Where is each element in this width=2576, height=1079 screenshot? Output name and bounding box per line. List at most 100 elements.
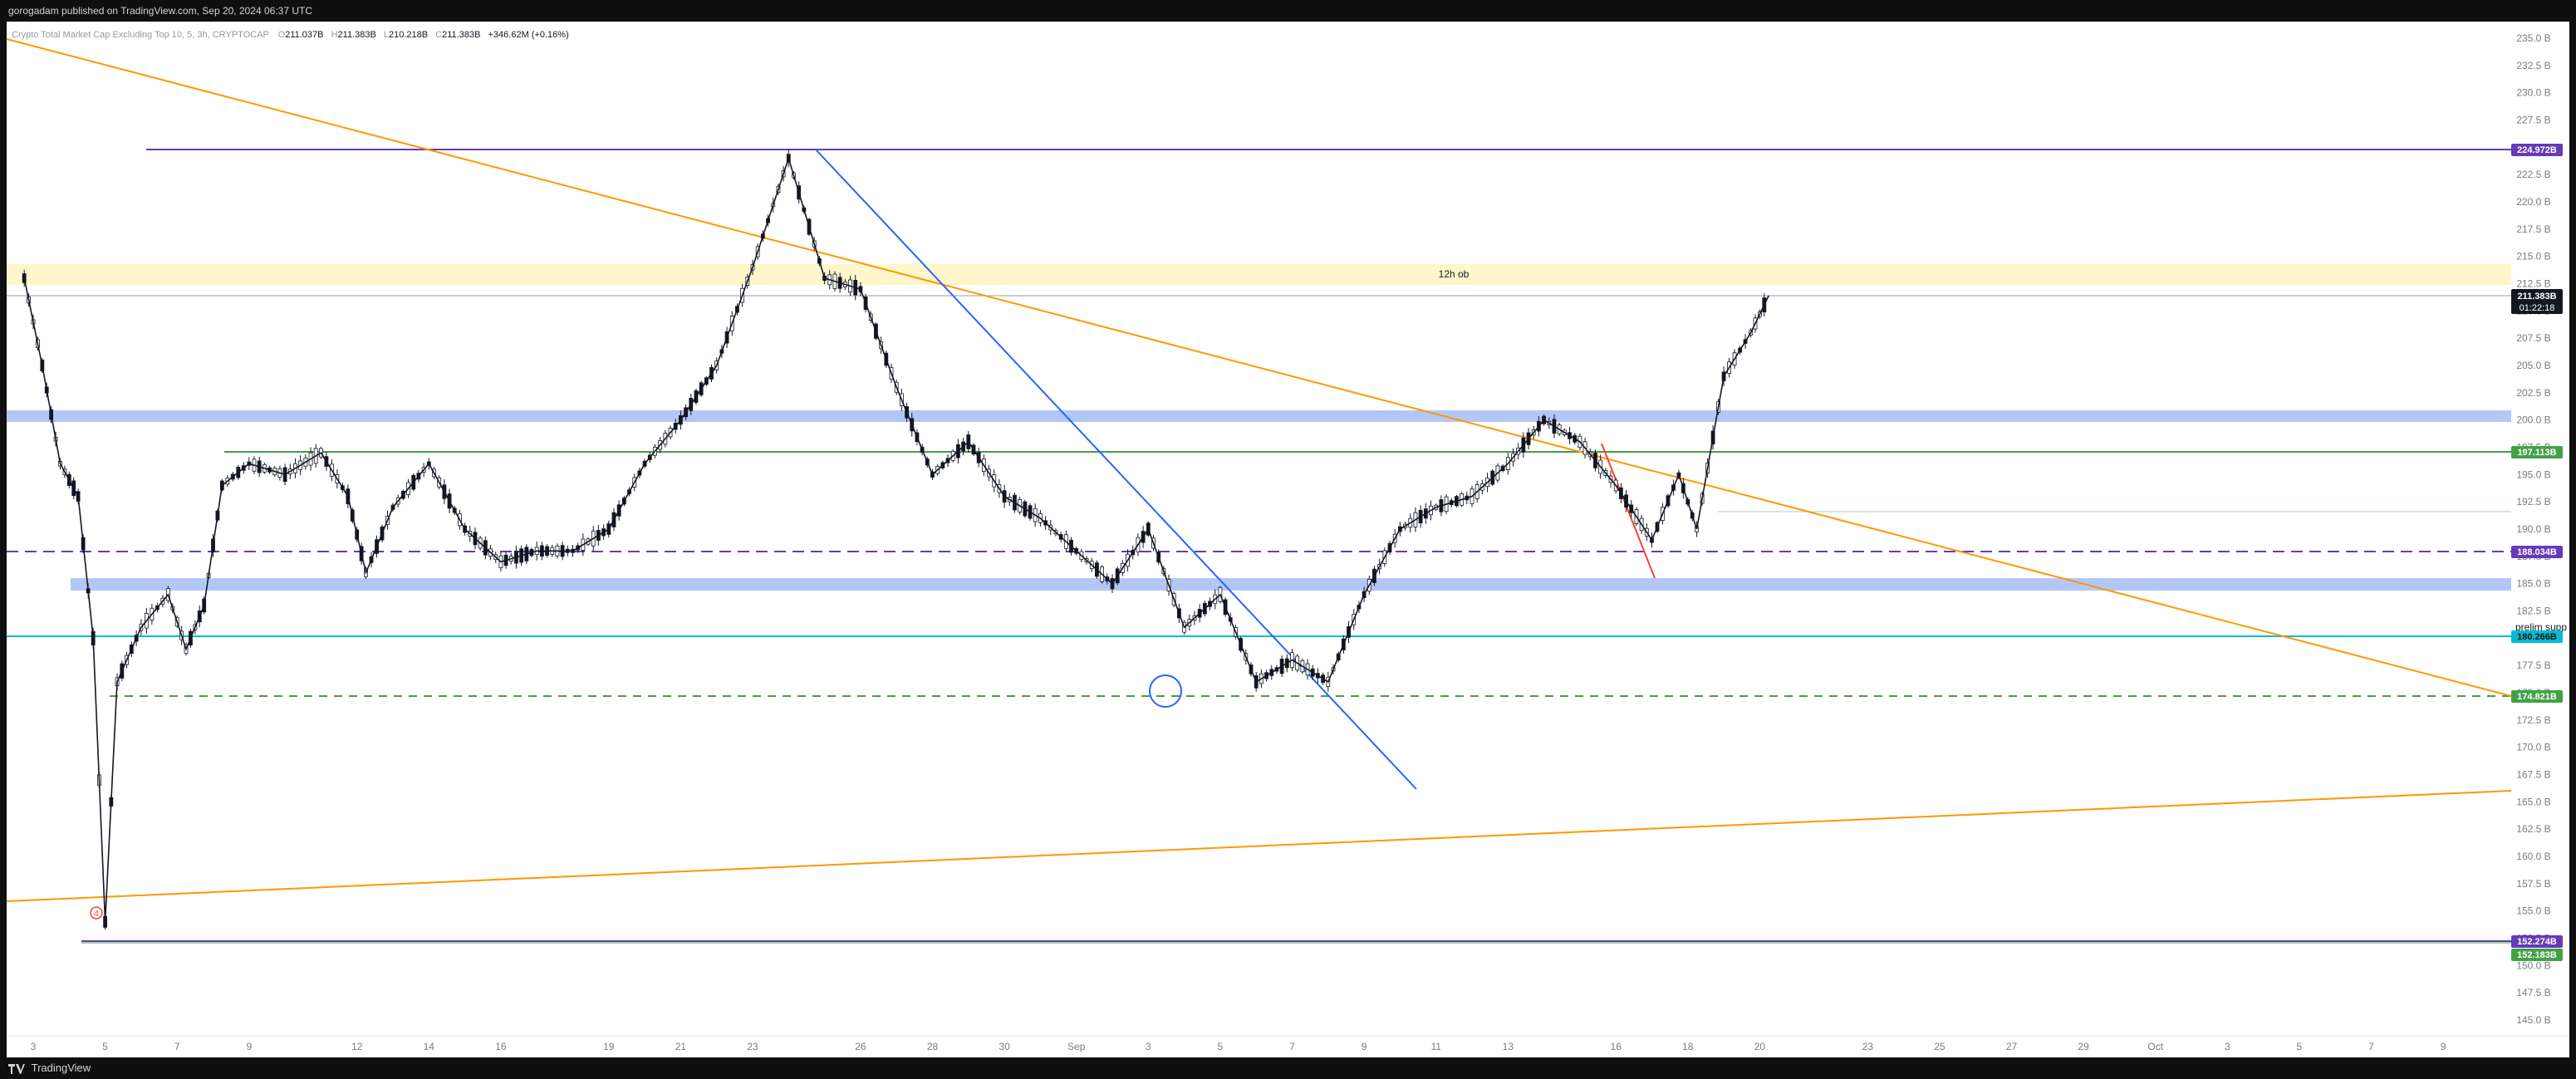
x-tick-label: 13 [1503,1041,1514,1052]
x-tick-label: 18 [1682,1041,1694,1052]
x-tick-label: 26 [855,1041,866,1052]
y-tick-label: 167.5 B [2516,769,2550,781]
y-tick-label: 222.5 B [2516,169,2550,180]
y-tick-label: 215.0 B [2516,251,2550,262]
orange-trendline-down [6,38,2512,697]
trendlines: 4 [6,38,2512,920]
legend-high: 211.383B [338,30,376,40]
x-tick-label: 25 [1934,1041,1945,1052]
x-tick-label: 23 [747,1041,758,1052]
y-tick-label: 160.0 B [2516,851,2550,862]
y-tick-label: 190.0 B [2516,523,2550,535]
x-tick-label: 7 [2368,1041,2374,1052]
tag-180266-bg [2511,630,2563,643]
x-tick-label: 20 [1754,1041,1766,1052]
left-frame [0,22,7,1057]
svg-text:Crypto Total Market Cap Exclud: Crypto Total Market Cap Excluding Top 10… [12,30,569,40]
tag-174821-bg [2511,690,2563,703]
legend-symbol: Crypto Total Market Cap Excluding Top 10… [12,30,269,40]
zone-blue-lower [71,578,2511,591]
x-tick-label: 3 [2225,1041,2230,1052]
tag-188034-bg [2511,546,2563,558]
y-tick-label: 145.0 B [2516,1014,2550,1026]
y-tick-label: 192.5 B [2516,496,2550,508]
y-tick-label: 227.5 B [2516,115,2550,126]
x-tick-label: 29 [2078,1041,2089,1052]
y-tick-label: 212.5 B [2516,278,2550,290]
legend-o-label: O [278,30,286,40]
x-tick-label: 28 [927,1041,939,1052]
x-tick-label: 30 [999,1041,1010,1052]
y-tick-label: 232.5 B [2516,60,2550,71]
blue-trendline [815,149,1417,790]
publish-bar: gorogadam published on TradingView.com, … [0,0,2576,22]
x-tick-label: 9 [246,1041,252,1052]
tag-197113: 197.113B [2517,448,2556,458]
y-tick-label: 220.0 B [2516,196,2550,208]
tag-224972-bg [2511,144,2563,156]
tag-last-bg [2511,289,2563,314]
x-tick-label: 3 [1146,1041,1151,1052]
x-tick-label: 9 [2441,1041,2446,1052]
right-frame [2569,22,2576,1057]
publish-text: gorogadam published on TradingView.com, … [8,5,313,17]
x-tick-label: 23 [1862,1041,1874,1052]
y-tick-label: 205.0 B [2516,360,2550,371]
x-tick-label: 16 [495,1041,507,1052]
zone-12h-ob-label: 12h ob [1439,268,1470,280]
legend-close: 211.383B [442,30,480,40]
brand-bar: TradingView [0,1057,2576,1079]
x-tick-label: 16 [1611,1041,1622,1052]
y-tick-label: 207.5 B [2516,332,2550,344]
x-tick-label: 9 [1362,1041,1367,1052]
y-tick-label: 170.0 B [2516,742,2550,753]
zone-blue-upper [7,410,2511,422]
x-tick-label: Oct [2147,1041,2163,1052]
y-tick-label: 147.5 B [2516,987,2550,998]
x-tick-label: 21 [675,1041,687,1052]
chart[interactable]: 12h ob 4 prelim supp Crypto Total Market… [0,22,2576,1057]
tag-180266: 180.266B [2517,632,2557,642]
x-tick-label: 5 [2297,1041,2303,1052]
highlight-circle [1149,674,1182,708]
y-tick-label: 182.5 B [2516,606,2550,617]
legend-low: 210.218B [389,30,428,40]
time-scale[interactable]: 3 5 7 9 12 14 16 19 21 23 26 28 30 Sep 3 5 7 9 11 13 16 18 20 2… [31,1041,2446,1052]
tag-152274-bg [2511,935,2563,948]
event-marker-glyph: 4 [94,910,99,919]
legend-c-label: C [435,30,442,40]
x-tick-label: 7 [174,1041,180,1052]
y-tick-label: 235.0 B [2516,32,2550,44]
orange-trendline-up [6,790,2512,902]
x-tick-label: 14 [424,1041,435,1052]
x-tick-label: Sep [1067,1041,1086,1052]
y-tick-label: 202.5 B [2516,387,2550,399]
tag-152183-bg [2511,949,2563,961]
event-marker-icon [90,906,103,920]
x-tick-label: 5 [102,1041,108,1052]
price-tags: 224.972B 211.383B 01:22:18 197.113B 188.… [2511,144,2563,961]
legend-h-label: H [331,30,338,40]
y-tick-label: 200.0 B [2516,414,2550,426]
tradingview-logo-icon: TradingView [8,1057,91,1079]
x-tick-label: 3 [31,1041,37,1052]
tag-152274: 152.274B [2517,937,2557,947]
tag-last-price: 211.383B [2517,292,2556,302]
brand-name: TradingView [31,1062,91,1074]
y-tick-label: 155.0 B [2516,905,2550,917]
y-tick-label: 162.5 B [2516,823,2550,835]
x-tick-label: 11 [1430,1041,1441,1052]
x-tick-label: 5 [1218,1041,1224,1052]
y-tick-label: 185.0 B [2516,578,2550,590]
tag-197113-bg [2511,446,2563,459]
x-tick-label: 27 [2006,1041,2018,1052]
price-series-line [23,155,1769,922]
levels [7,149,2511,944]
zone-12h-ob [7,264,2511,285]
red-trendline [1601,443,1656,579]
tag-224972: 224.972B [2517,145,2557,155]
y-tick-label: 157.5 B [2516,878,2550,890]
y-tick-label: 217.5 B [2516,223,2550,235]
y-tick-label: 150.0 B [2516,959,2550,971]
y-tick-label: 230.0 B [2516,87,2550,99]
